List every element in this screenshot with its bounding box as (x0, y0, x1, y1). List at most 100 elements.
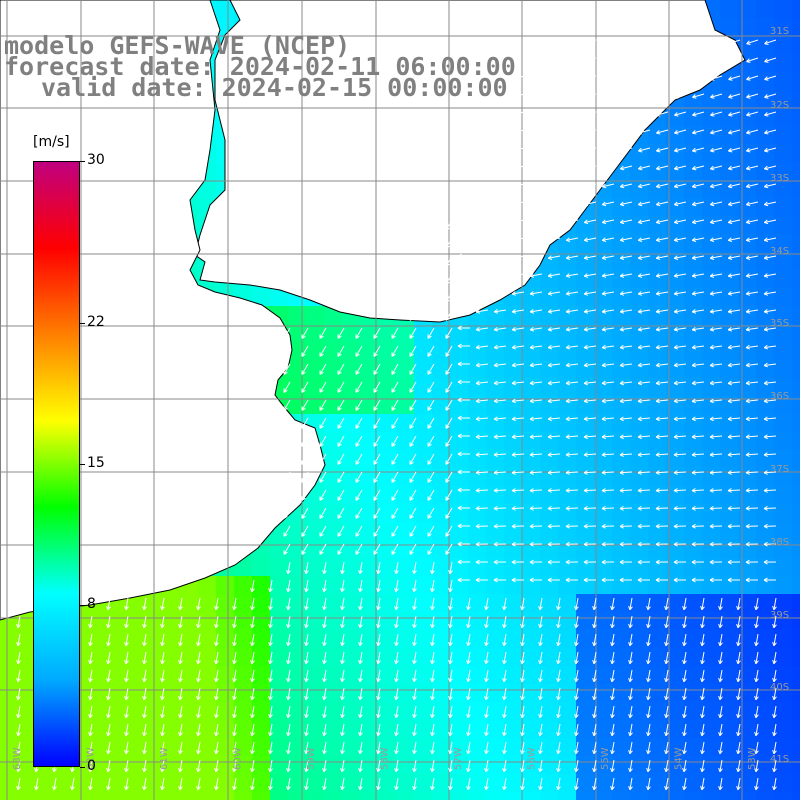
wind-arrow (592, 687, 597, 701)
wind-arrow (583, 488, 597, 493)
wind-arrow (763, 255, 777, 260)
wind-arrow (448, 597, 453, 611)
wind-arrow (745, 488, 759, 493)
wind-arrow (394, 705, 399, 719)
wind-arrow (493, 326, 507, 332)
wind-arrow (502, 651, 507, 665)
wind-arrow (319, 453, 327, 465)
wind-arrow (475, 255, 489, 260)
wind-arrow (142, 615, 147, 629)
wind-arrow (457, 217, 470, 223)
wind-arrow (304, 615, 309, 629)
wind-arrow (391, 363, 399, 375)
wind-arrow (512, 75, 525, 81)
wind-arrow (373, 489, 381, 501)
wind-arrow (502, 687, 507, 701)
wind-arrow (556, 777, 561, 791)
wind-arrow (268, 705, 273, 719)
wind-arrow (628, 723, 633, 737)
wind-arrow (601, 183, 615, 189)
wind-arrow (124, 723, 129, 737)
wind-arrow (565, 452, 579, 457)
wind-arrow (475, 506, 489, 511)
wind-arrow (475, 380, 489, 386)
wind-arrow (160, 705, 165, 719)
wind-arrow (430, 759, 435, 773)
wind-arrow (304, 633, 309, 647)
wind-arrow (565, 470, 579, 475)
wind-arrow (16, 777, 21, 791)
wind-arrow (691, 559, 705, 565)
wind-arrow (548, 147, 561, 153)
wind-arrow (583, 541, 597, 547)
wind-arrow (520, 669, 525, 683)
wind-arrow (448, 615, 453, 629)
wind-arrow (601, 380, 615, 386)
wind-arrow (710, 111, 723, 117)
wind-arrow (466, 723, 471, 737)
wind-arrow (736, 741, 741, 755)
wind-arrow (214, 705, 219, 719)
wind-arrow (88, 741, 93, 755)
wind-arrow (556, 651, 561, 665)
wind-arrow (106, 777, 111, 791)
wind-arrow (511, 506, 525, 511)
wind-arrow (409, 345, 417, 357)
wind-arrow (745, 183, 759, 189)
wind-arrow (412, 633, 417, 647)
wind-arrow (674, 111, 687, 117)
wind-arrow (592, 615, 597, 629)
wind-arrow (682, 633, 687, 647)
wind-arrow (566, 75, 579, 81)
wind-arrow (664, 651, 669, 665)
wind-arrow (214, 633, 219, 647)
wind-arrow (619, 273, 633, 278)
wind-arrow (427, 417, 435, 429)
wind-arrow (601, 506, 615, 511)
wind-arrow (304, 687, 309, 701)
wind-arrow (655, 273, 669, 278)
wind-arrow (475, 344, 489, 350)
wind-arrow (709, 559, 723, 565)
wind-arrow (565, 380, 579, 386)
wind-arrow (376, 597, 381, 611)
wind-arrow (736, 615, 741, 629)
wind-arrow (656, 129, 669, 135)
wind-arrow (746, 165, 759, 171)
wind-arrow (457, 289, 470, 295)
wind-arrow (656, 75, 669, 81)
wind-arrow (628, 597, 633, 611)
wind-arrow (764, 111, 777, 117)
wind-arrow (283, 363, 291, 375)
wind-arrow (745, 201, 759, 207)
wind-arrow (565, 255, 579, 260)
wind-arrow (674, 93, 687, 99)
wind-arrow (619, 398, 633, 404)
wind-arrow (538, 687, 543, 701)
wind-arrow (511, 434, 525, 440)
wind-arrow (412, 687, 417, 701)
wind-arrow (673, 309, 687, 314)
wind-arrow (691, 344, 705, 350)
wind-arrow (337, 345, 345, 357)
wind-arrow (710, 93, 723, 99)
wind-arrow (511, 488, 525, 493)
wind-arrow (566, 111, 579, 117)
wind-arrow (547, 201, 561, 207)
wind-arrow (142, 759, 147, 773)
wind-arrow (457, 433, 470, 439)
wind-arrow (682, 705, 687, 719)
wind-arrow (409, 363, 417, 375)
wind-arrow (196, 597, 201, 611)
wind-arrow (718, 651, 723, 665)
wind-arrow (409, 327, 417, 339)
wind-arrow (268, 669, 273, 683)
wind-arrow (754, 705, 759, 719)
wind-arrow (160, 777, 165, 791)
wind-arrow (565, 559, 579, 565)
wind-arrow (592, 633, 597, 647)
wind-arrow (283, 345, 291, 357)
wind-arrow (466, 669, 471, 683)
wind-arrow (556, 633, 561, 647)
wind-arrow (340, 669, 345, 683)
